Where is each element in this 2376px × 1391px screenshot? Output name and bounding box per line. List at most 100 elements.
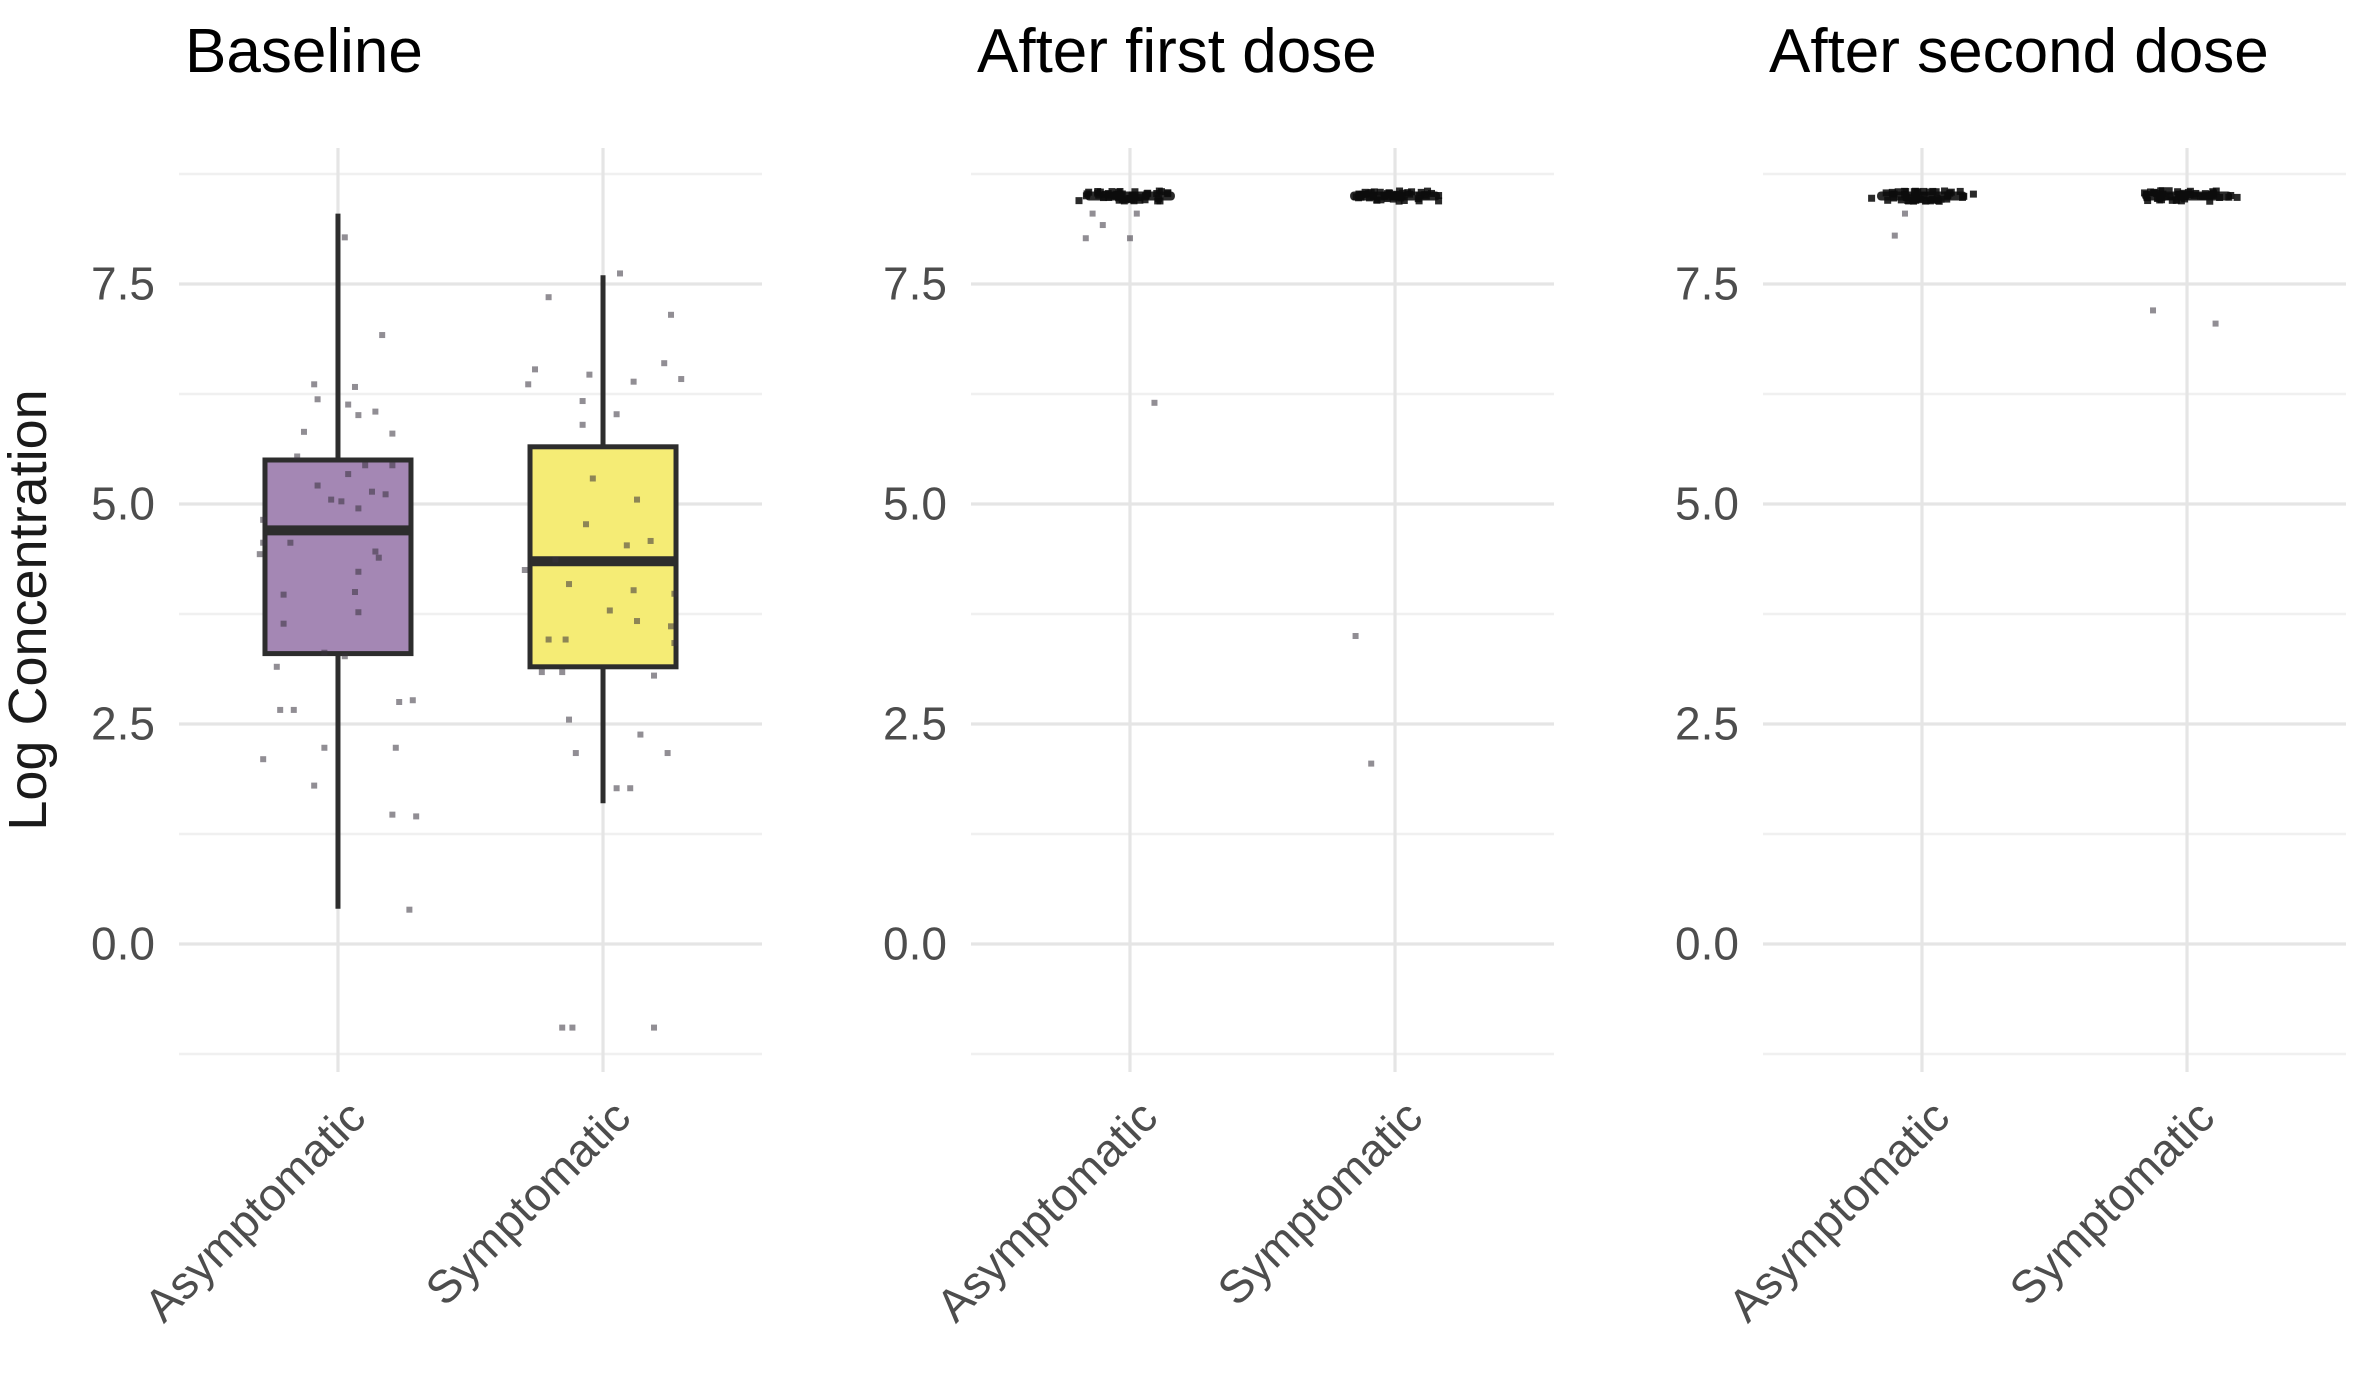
jitter-point	[1352, 633, 1359, 639]
jitter-point	[406, 906, 413, 913]
jitter-point	[552, 556, 559, 563]
cluster-core	[1350, 191, 1440, 201]
cluster-core	[1085, 191, 1175, 201]
jitter-point	[260, 516, 267, 523]
cluster-point	[2158, 187, 2166, 195]
jitter-point	[341, 234, 348, 241]
jitter-point	[521, 567, 528, 573]
jitter-point	[413, 813, 420, 820]
jitter-point	[630, 587, 637, 594]
cluster-point	[1922, 197, 1930, 205]
jitter-point	[586, 371, 593, 378]
jitter-point	[559, 1024, 566, 1031]
jitter-point	[1901, 210, 1908, 217]
x-category-label: Symptomatic	[1207, 1090, 1432, 1315]
y-tick-label: 0.0	[1675, 918, 1739, 970]
cluster-point	[1920, 187, 1928, 195]
jitter-point	[1099, 222, 1106, 229]
jitter-point	[1089, 210, 1096, 217]
jitter-point	[389, 430, 396, 437]
jitter-point	[525, 381, 532, 388]
panel-title: After second dose	[1769, 17, 2269, 86]
jitter-point	[362, 462, 369, 469]
jitter-point	[1082, 235, 1089, 242]
jitter-point	[311, 381, 318, 388]
jitter-point	[661, 360, 668, 367]
y-tick-label: 0.0	[91, 918, 155, 970]
jitter-point	[647, 537, 654, 544]
y-tick-label: 2.5	[91, 698, 155, 750]
jitter-point	[562, 636, 569, 643]
jitter-point	[280, 591, 287, 598]
jitter-point	[668, 623, 675, 630]
cluster-point	[2212, 187, 2220, 195]
jitter-point	[559, 669, 566, 676]
y-tick-label: 5.0	[1675, 478, 1739, 530]
jitter-point	[630, 378, 637, 385]
box-iqr	[262, 457, 414, 657]
jitter-point	[617, 270, 624, 277]
jitter-point	[277, 706, 284, 713]
jitter-point	[260, 756, 267, 763]
cluster-point	[1435, 197, 1443, 205]
jitter-point	[389, 462, 396, 469]
jitter-point	[389, 811, 396, 818]
x-category-label: Asymptomatic	[134, 1090, 375, 1331]
jitter-point	[637, 731, 644, 738]
panel-title: After first dose	[977, 17, 1377, 86]
jitter-point	[1133, 210, 1140, 217]
jitter-point	[671, 590, 678, 597]
y-tick-label: 7.5	[883, 258, 947, 310]
cluster-point	[1969, 190, 1977, 198]
cluster-point	[1941, 187, 1949, 195]
jitter-point	[314, 396, 321, 403]
cluster-core	[2142, 191, 2232, 201]
jitter-point	[328, 496, 335, 503]
jitter-point	[2212, 320, 2219, 327]
jitter-point	[1126, 235, 1133, 242]
jitter-point	[545, 636, 552, 643]
cluster-point	[2206, 197, 2214, 205]
jitter-point	[634, 618, 641, 625]
jitter-point	[623, 542, 630, 549]
jitter-point	[351, 589, 358, 595]
jitter-point	[338, 498, 345, 505]
jitter-point	[294, 453, 301, 460]
jitter-point	[368, 488, 375, 495]
cluster-point	[1075, 197, 1083, 205]
jitter-point	[583, 521, 590, 528]
jitter-point	[566, 716, 573, 723]
y-tick-label: 0.0	[883, 918, 947, 970]
jitter-point	[409, 697, 416, 704]
cluster-point	[1900, 187, 1908, 195]
jitter-point	[1368, 760, 1375, 767]
x-category-label: Asymptomatic	[926, 1090, 1167, 1331]
jitter-point	[613, 411, 620, 418]
jitter-point	[396, 699, 403, 705]
jitter-point	[2150, 307, 2157, 314]
x-category-label: Asymptomatic	[1718, 1090, 1959, 1331]
jitter-point	[280, 620, 287, 627]
jitter-point	[273, 663, 280, 670]
x-category-label: Symptomatic	[1999, 1090, 2224, 1315]
jitter-point	[545, 294, 552, 301]
panel-title: Baseline	[185, 17, 423, 86]
cluster-point	[1905, 197, 1913, 205]
jitter-point	[671, 640, 678, 647]
jitter-point	[321, 744, 328, 751]
y-tick-label: 7.5	[1675, 258, 1739, 310]
jitter-point	[566, 581, 573, 588]
jitter-point	[375, 554, 382, 561]
jitter-point	[351, 383, 358, 390]
jitter-point	[651, 1024, 658, 1031]
jitter-point	[345, 471, 352, 478]
jitter-point	[321, 649, 328, 656]
x-category-label: Symptomatic	[415, 1090, 640, 1315]
jitter-point	[572, 750, 579, 757]
jitter-point	[627, 785, 634, 792]
jitter-point	[355, 412, 362, 419]
jitter-point	[1891, 232, 1898, 239]
jitter-point	[287, 539, 294, 546]
jitter-point	[260, 539, 267, 546]
jitter-point	[372, 548, 379, 555]
